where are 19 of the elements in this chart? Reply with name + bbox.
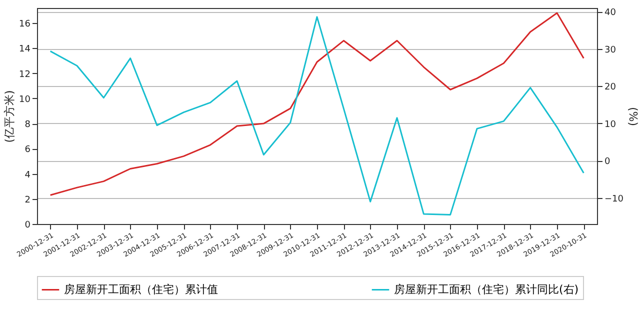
y-tick-label: 16 xyxy=(19,20,31,30)
y2-tick-label: 0 xyxy=(604,157,610,168)
legend-label: 房屋新开工面积（住宅）累计同比(右) xyxy=(394,282,579,296)
y2-tick-label: −10 xyxy=(604,194,624,204)
y2-tick-label: 20 xyxy=(604,82,616,93)
y-tick-label: 6 xyxy=(24,145,31,156)
y-tick-label: 2 xyxy=(24,195,30,206)
y-tick-label: 8 xyxy=(24,120,31,130)
y2-axis-title: (%) xyxy=(626,106,640,126)
y-tick-label: 12 xyxy=(19,70,30,80)
y-tick-label: 14 xyxy=(19,44,31,55)
y2-tick-label: 40 xyxy=(604,8,616,18)
y-tick-label: 4 xyxy=(24,170,31,180)
legend-label: 房屋新开工面积（住宅）累计值 xyxy=(64,282,218,296)
y-axis-title: (亿平方米) xyxy=(3,90,16,143)
y-tick-label: 0 xyxy=(24,220,31,230)
y2-tick-label: 10 xyxy=(604,120,616,130)
y2-tick-label: 30 xyxy=(604,45,616,56)
y-tick-label: 10 xyxy=(19,94,31,105)
